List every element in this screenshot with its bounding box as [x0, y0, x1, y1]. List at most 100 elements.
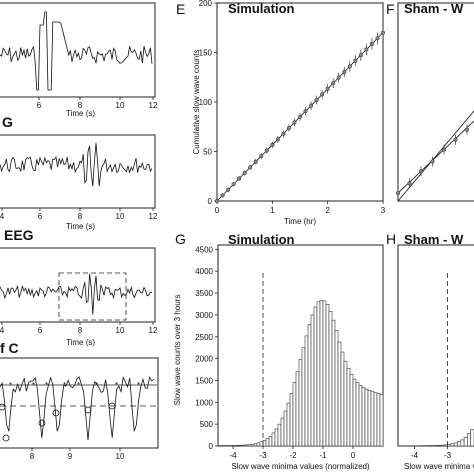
x-tick-label: 10	[116, 326, 125, 335]
event-marker: *	[32, 381, 35, 390]
left-panel-3-label: EEG	[4, 227, 34, 243]
event-marker: *	[95, 381, 98, 390]
data-point	[347, 64, 352, 69]
histogram-bar	[373, 392, 378, 447]
data-point	[325, 86, 330, 91]
x-tick-label: 6	[38, 326, 43, 335]
x-tick-label: 12	[149, 326, 158, 335]
data-point	[220, 193, 225, 198]
histogram-bar	[238, 445, 243, 447]
histogram-bar	[434, 445, 438, 447]
x-tick-label: -3	[444, 451, 452, 460]
histogram-bar	[310, 314, 315, 447]
histogram-bar	[286, 402, 291, 447]
histogram-bar	[322, 300, 327, 447]
zoom-box	[58, 272, 127, 321]
plot-frame	[397, 244, 474, 447]
event-marker: *	[137, 381, 140, 390]
x-axis-label: Slow wave minima values (normalized)	[231, 462, 370, 471]
left-panel-2-label: G	[2, 114, 13, 130]
data-point	[214, 198, 220, 204]
data-point	[453, 137, 458, 142]
histogram-bar	[343, 360, 348, 447]
x-tick-label: 6	[38, 212, 43, 221]
panel-letter: F	[386, 1, 395, 17]
histogram-bar	[447, 444, 452, 447]
histogram-bar	[235, 445, 240, 447]
x-tick-label: 12	[149, 212, 158, 221]
data-point	[369, 41, 374, 46]
event-marker: *	[115, 381, 118, 390]
data-point	[259, 154, 264, 159]
data-point	[441, 147, 447, 152]
y-tick-label: 4000	[195, 267, 213, 276]
left-panel-1-xlabel: Time (s)	[66, 109, 95, 118]
histogram-bar	[361, 387, 366, 447]
x-tick-label: -1	[319, 451, 327, 460]
chart-title: Simulation	[228, 1, 295, 16]
data-point	[292, 120, 297, 125]
histogram-bar	[316, 301, 321, 447]
chart-panel-G: G Simulation 0 500 1000 1500 2000 2500 3000 3500 4…	[173, 231, 384, 471]
data-point	[353, 58, 358, 63]
histogram-bar	[244, 444, 249, 447]
y-tick-label: 100	[199, 98, 213, 107]
y-tick-label: 0	[209, 442, 214, 451]
data-point	[375, 36, 380, 41]
event-marker: *	[77, 381, 80, 390]
histogram-bar	[440, 444, 445, 447]
histogram-bar	[304, 335, 309, 447]
histogram-bar	[280, 417, 285, 447]
data-point	[237, 176, 242, 181]
chart-title: Sham - W	[404, 232, 464, 247]
data-point	[253, 159, 258, 164]
panel-letter: E	[176, 1, 185, 17]
y-tick-label: 2500	[195, 333, 213, 342]
event-marker: *	[45, 381, 48, 390]
histogram-bar	[463, 436, 468, 447]
data-point	[309, 103, 314, 108]
eeg-trace-3	[0, 273, 152, 315]
x-tick-label: 4	[0, 326, 5, 335]
data-point	[418, 169, 424, 174]
histogram-bar	[334, 330, 339, 447]
histogram-bar	[241, 444, 246, 447]
histogram-bar	[376, 393, 381, 447]
data-point	[303, 109, 308, 114]
x-tick-label: 3	[381, 206, 386, 215]
minimum-marker	[38, 419, 46, 427]
histogram-bar	[460, 439, 465, 447]
histogram-bar	[307, 324, 312, 447]
histogram-bar	[325, 304, 330, 447]
plot-frame	[397, 2, 474, 202]
data-point	[242, 170, 247, 176]
minimum-marker	[84, 406, 92, 414]
data-point	[270, 142, 275, 147]
data-point	[336, 75, 341, 80]
histogram-bar	[265, 438, 270, 447]
histogram-bar	[340, 351, 345, 447]
x-tick-label: 6	[37, 101, 42, 110]
x-axis-label: Time (hr)	[284, 217, 316, 226]
eeg-trace-4	[0, 375, 155, 441]
histogram-bar	[331, 319, 336, 447]
y-tick-label: 150	[199, 49, 213, 58]
chart-title: Sham - W	[404, 1, 464, 16]
y-tick-label: 3500	[195, 289, 213, 298]
y-tick-label: 2000	[195, 355, 213, 364]
y-tick-label: 1000	[195, 398, 213, 407]
chart-panel-F: F Sham - W	[386, 1, 474, 202]
eeg-trace-2	[0, 142, 153, 187]
x-tick-label: 0	[215, 206, 220, 215]
histogram-bar	[262, 440, 267, 447]
x-tick-label: 10	[116, 101, 125, 110]
data-point	[464, 127, 470, 132]
histogram-bar	[298, 359, 303, 447]
left-panel-1: 6 8 10 12 Time (s)	[0, 2, 158, 118]
y-tick-label: 50	[203, 148, 212, 157]
data-point	[286, 125, 291, 131]
data-point	[395, 191, 401, 196]
histogram-bar	[364, 388, 369, 447]
histogram-bar	[367, 390, 372, 447]
left-panel-2-xlabel: Time (s)	[66, 222, 95, 231]
